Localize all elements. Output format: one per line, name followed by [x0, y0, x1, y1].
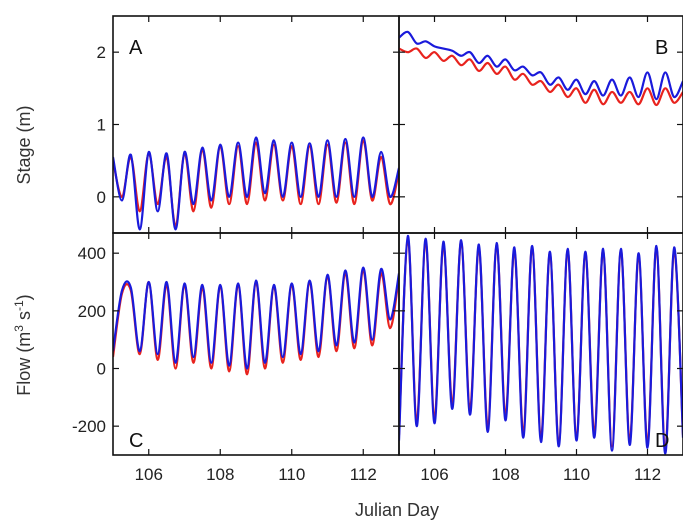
- panel-label-b: B: [655, 37, 668, 59]
- chart-panels: A B C D: [112, 15, 683, 456]
- panel-a: A: [112, 15, 400, 234]
- panel-d: D: [398, 232, 683, 456]
- y-tick-label: 200: [78, 302, 106, 321]
- x-tick-label: 110: [563, 465, 590, 484]
- panel-c: C: [112, 232, 400, 456]
- panel-b: B: [398, 15, 683, 234]
- x-tick-label: 112: [350, 465, 377, 484]
- axis-tick-labels: 0 1 2 -200 0 200 400 106 108 110 112 106 108 110 112: [72, 43, 661, 484]
- panel-c-series-blue-line: [113, 266, 399, 370]
- panel-a-series-blue-line: [113, 136, 399, 231]
- x-tick-label: 110: [278, 465, 305, 484]
- panel-c-series-red-line: [113, 269, 399, 376]
- panel-label-c: C: [129, 430, 143, 452]
- x-tick-label: 106: [135, 465, 163, 484]
- x-tick-label: 106: [420, 465, 448, 484]
- panel-d-series-blue-line: [399, 234, 683, 455]
- axis-ticks: [113, 16, 683, 455]
- y-tick-label: 400: [78, 244, 106, 263]
- panel-b-series-blue-line: [399, 30, 683, 101]
- y-tick-label: 2: [97, 43, 106, 62]
- y-tick-label: 0: [97, 360, 106, 379]
- y-tick-label: 0: [97, 188, 106, 207]
- y-tick-label: -200: [72, 417, 106, 436]
- panel-label-a: A: [129, 37, 143, 59]
- y-axis-title-stage: Stage (m): [14, 105, 34, 184]
- x-tick-label: 108: [491, 465, 519, 484]
- panel-b-series-red-line: [399, 47, 683, 107]
- panel-label-d: D: [655, 430, 669, 452]
- x-axis-title: Julian Day: [355, 500, 439, 520]
- y-tick-label: 1: [97, 116, 106, 135]
- panel-d-frame: [398, 232, 683, 456]
- x-tick-label: 108: [206, 465, 234, 484]
- x-tick-label: 112: [634, 465, 661, 484]
- y-axis-title-flow: Flow (m3 s-1): [12, 294, 34, 395]
